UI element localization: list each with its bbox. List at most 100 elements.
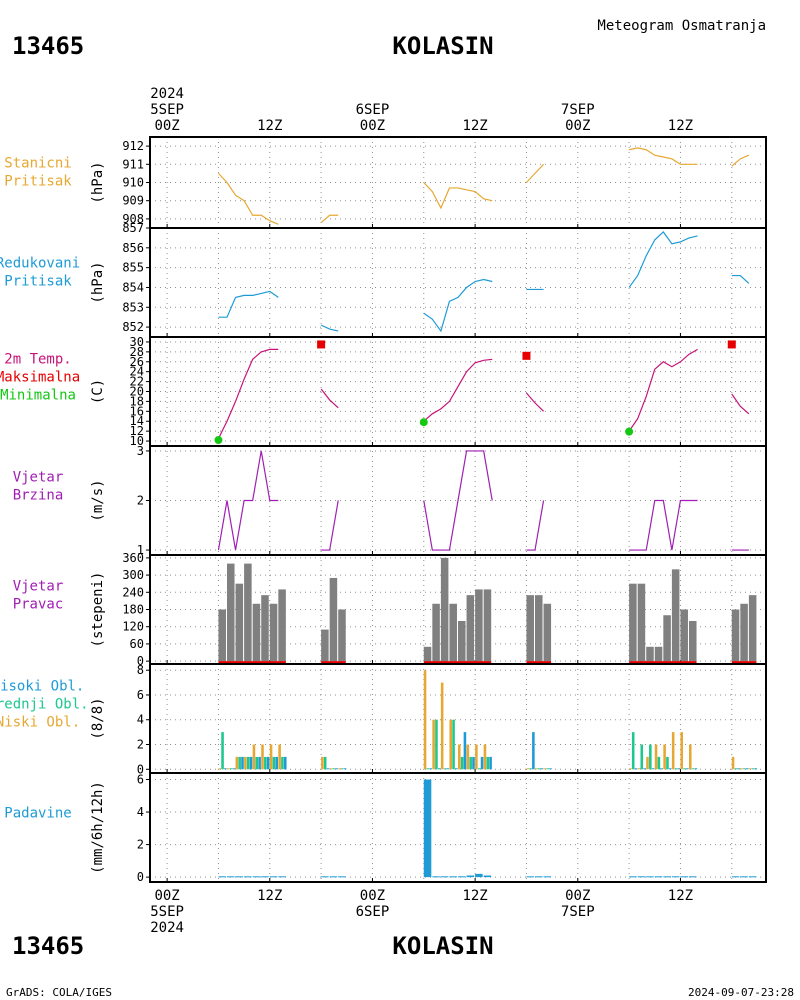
data-bar [278,876,286,878]
y-axis-unit-label: (stepeni) [90,572,106,648]
cloud-bar [674,768,678,770]
top-time-label: 00Z [565,118,590,134]
y-axis-unit-label: (m/s) [90,479,106,521]
top-time-label: 7SEP [561,102,595,118]
data-bar [475,873,483,878]
cloud-bar [281,756,284,770]
data-bar [329,577,338,662]
y-tick-label: 1 [137,543,144,557]
data-bar [740,876,748,878]
y-tick-label: 12 [130,424,144,438]
data-bar [227,876,235,878]
data-bar [278,589,286,662]
y-tick-label: 16 [130,404,144,418]
data-bar [432,876,440,878]
cloud-bar [221,732,224,770]
cloud-bar [480,756,484,770]
data-bar [740,603,748,662]
bottom-time-label: 12Z [257,888,282,904]
y-tick-label: 909 [122,194,144,208]
y-tick-label: 908 [122,212,144,226]
series-line [217,450,279,551]
y-tick-label: 4 [137,805,144,819]
cloud-bar [341,768,344,770]
data-bar [646,876,654,878]
cloud-bar [218,768,222,770]
cloud-bar [458,744,461,770]
cloud-bar [666,756,669,770]
series-line [526,500,545,551]
y-tick-label: 2 [137,738,144,752]
data-bar [637,583,646,662]
y-tick-label: 2 [137,838,144,852]
cloud-bar [483,744,487,770]
data-bar [261,595,269,662]
cloud-bar [671,732,675,770]
min-temp-marker [419,418,428,427]
cloud-bar [435,719,438,770]
station-name-top: KOLASIN [392,32,493,60]
data-bar [535,876,543,878]
bottom-time-label: 5SEP [150,904,184,920]
series-line [320,214,339,223]
data-bar [458,620,466,662]
data-bar [646,646,654,662]
cloud-bar [651,768,655,770]
panel-frame [149,772,767,883]
y-tick-label: 20 [130,385,144,399]
cloud-bar [261,744,264,770]
y-tick-label: 14 [130,414,144,428]
series-line [218,172,279,225]
station-id-top: 13465 [12,32,84,60]
cloud-bar [278,744,281,770]
cloud-bar [686,768,689,770]
data-bar [475,589,483,662]
panel-label: Pritisak [4,174,72,190]
cloud-bar [643,768,646,770]
data-bar [543,876,552,878]
data-bar [423,779,432,878]
cloud-bar [734,768,738,770]
cloud-bar [663,744,666,770]
data-bar [440,876,449,878]
y-axis-unit-label: (hPa) [90,261,106,303]
cloud-bar [546,768,549,770]
cloud-bar [275,756,278,770]
footer-credit: GrADS: COLA/IGES [6,986,112,999]
series-line [423,278,493,333]
data-bar [654,876,663,878]
cloud-bar [751,768,755,770]
min-temp-marker [625,427,634,436]
y-tick-label: 855 [122,261,144,275]
data-bar [321,629,329,662]
series-line [423,450,493,551]
data-bar [637,876,646,878]
y-axis-unit-label: (8/8) [90,697,106,739]
footer-timestamp: 2024-09-07-23:28 [688,986,794,999]
data-bar [526,595,534,662]
y-tick-label: 60 [130,637,144,651]
series-line [731,154,750,167]
cloud-bar [489,756,492,770]
series-line [731,274,750,284]
bottom-time-label: 7SEP [561,904,595,920]
data-bar [218,609,226,662]
y-tick-label: 180 [122,603,144,617]
data-bar [680,609,688,662]
y-tick-label: 28 [130,345,144,359]
panel-reduced_pressure: 852 853 854 855 856 857 Redukovani Pritisak (hPa… [0,221,767,338]
cloud-bar [283,756,287,770]
cloud-bar [629,768,632,770]
y-axis-unit-label: (C) [90,379,106,404]
y-tick-label: 0 [137,654,144,668]
panel-label: Brzina [13,488,64,504]
series-line [525,392,544,412]
cloud-bar [455,768,458,770]
cloud-bar [272,756,276,770]
y-axis-unit-label: (mm/6h/12h) [90,781,106,874]
y-tick-label: 3 [137,444,144,458]
cloud-bar [529,768,532,770]
cloud-bar [549,768,552,770]
